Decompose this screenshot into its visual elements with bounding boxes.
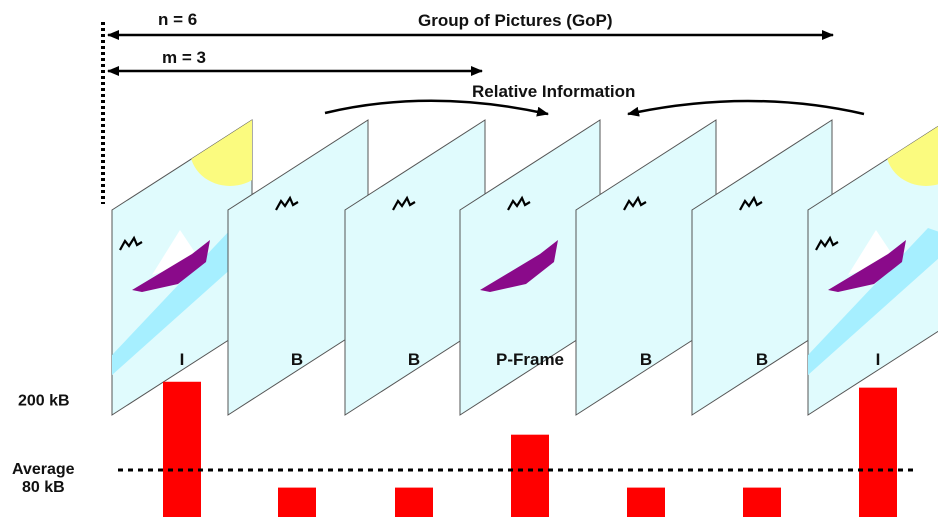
bar-series: [163, 381, 897, 517]
bird-icon: [392, 195, 416, 211]
bird-icon: [275, 195, 299, 211]
relative-arrow-left: [324, 99, 549, 117]
bar-1: [163, 381, 201, 517]
ground-strip: [808, 228, 938, 375]
relative-arrow-right: [627, 99, 865, 117]
frame-7: [807, 120, 938, 416]
category-label-5: B: [640, 350, 652, 369]
bird-icon: [623, 195, 647, 211]
bird-icon: [507, 195, 531, 211]
purple-shape: [132, 240, 210, 292]
purple-shape: [480, 240, 558, 292]
ground-strip: [112, 228, 252, 375]
frame-4: [459, 119, 601, 416]
frame-size-chart: I B B P-Frame B B I 200 kB Average 80 kB: [12, 350, 918, 517]
bar-6: [743, 487, 781, 517]
purple-shape: [828, 240, 906, 292]
sun-shape: [190, 120, 252, 186]
category-label-6: B: [756, 350, 768, 369]
average-value-label: 80 kB: [22, 479, 65, 496]
bird-icon: [815, 235, 839, 251]
category-label-4: P-Frame: [496, 350, 564, 369]
bar-4: [511, 434, 549, 517]
bar-3: [395, 487, 433, 517]
tick-label-200kb: 200 kB: [18, 392, 70, 409]
bird-icon: [119, 235, 143, 251]
frame-sequence: [111, 119, 938, 416]
average-label: Average: [12, 461, 75, 478]
gop-title: Group of Pictures (GoP): [418, 11, 613, 30]
bar-5: [627, 487, 665, 517]
relative-info-label: Relative Information: [472, 82, 635, 101]
category-label-2: B: [291, 350, 303, 369]
category-label-3: B: [408, 350, 420, 369]
bar-2: [278, 487, 316, 517]
bird-icon: [739, 195, 763, 211]
gop-m-label: m = 3: [162, 48, 206, 67]
frame-type-labels: I B B P-Frame B B I: [180, 350, 881, 369]
category-label-1: I: [180, 350, 185, 369]
bar-7: [859, 387, 897, 517]
gop-n-label: n = 6: [158, 10, 197, 29]
category-label-7: I: [876, 350, 881, 369]
